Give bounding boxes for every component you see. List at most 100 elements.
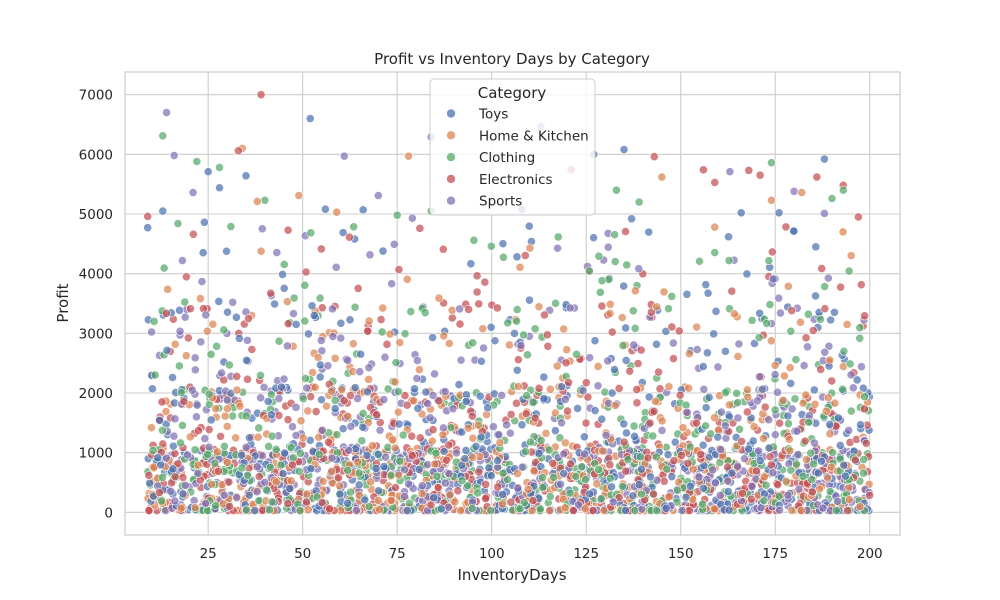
scatter-point (241, 171, 251, 181)
plot-frame (124, 71, 901, 536)
scatter-point (271, 477, 281, 487)
scatter-point (593, 361, 603, 371)
scatter-point (710, 222, 720, 232)
scatter-point (202, 326, 212, 336)
scatter-point (301, 267, 311, 277)
scatter-point (775, 505, 784, 515)
scatter-point (364, 316, 374, 326)
scatter-point (439, 423, 448, 433)
scatter-point (330, 404, 340, 413)
scatter-point (460, 454, 470, 464)
scatter-point (573, 404, 582, 413)
legend-items: Toys Home & Kitchen Clothing Electronics Spo… (446, 107, 589, 210)
scatter-point (317, 346, 327, 356)
scatter-point (232, 493, 242, 503)
scatter-point (534, 383, 544, 393)
scatter-point (833, 496, 842, 506)
scatter-point (178, 489, 188, 499)
scatter-point (672, 485, 682, 495)
scatter-point (802, 455, 811, 464)
scatter-point (789, 226, 799, 236)
scatter-point (627, 214, 636, 224)
scatter-point (823, 273, 833, 283)
scatter-point (629, 340, 639, 350)
scatter-point (781, 222, 791, 232)
scatter-point (810, 399, 820, 409)
scatter-point (256, 246, 266, 256)
scatter-point (395, 338, 405, 347)
scatter-point (825, 355, 835, 365)
scatter-point (288, 422, 297, 432)
scatter-point (709, 329, 719, 339)
scatter-point (855, 323, 865, 333)
scatter-point (315, 372, 325, 382)
scatter-point (332, 430, 342, 440)
scatter-point (844, 426, 854, 435)
scatter-point (314, 450, 324, 459)
scatter-point (543, 341, 553, 351)
scatter-point (466, 259, 476, 269)
scatter-point (364, 502, 374, 512)
scatter-point (539, 372, 549, 382)
scatter-point (203, 450, 213, 459)
scatter-point (286, 443, 296, 453)
scatter-point (846, 370, 856, 380)
scatter-point (335, 489, 345, 499)
scatter-point (377, 327, 387, 337)
scatter-point (343, 498, 352, 508)
scatter-point (467, 411, 477, 421)
scatter-point (286, 476, 296, 486)
scatter-point (349, 222, 359, 232)
scatter-point (190, 503, 200, 513)
scatter-point (250, 506, 260, 515)
scatter-point (610, 400, 620, 410)
scatter-point (289, 309, 298, 318)
scatter-point (291, 320, 301, 329)
scatter-point (561, 358, 571, 368)
scatter-point (630, 431, 639, 441)
scatter-point (827, 376, 837, 386)
scatter-point (783, 490, 793, 500)
scatter-point (818, 503, 828, 513)
scatter-point (190, 365, 200, 375)
scatter-point (744, 444, 754, 454)
scatter-point (199, 217, 209, 227)
scatter-point (498, 499, 507, 509)
scatter-point (812, 172, 822, 182)
scatter-point (345, 315, 355, 325)
scatter-point (825, 420, 835, 429)
scatter-point (484, 463, 494, 473)
scatter-point (809, 459, 819, 469)
scatter-point (859, 455, 869, 464)
scatter-point (513, 382, 523, 391)
scatter-point (304, 329, 313, 339)
scatter-point (394, 265, 404, 274)
scatter-point (581, 378, 591, 388)
scatter-point (179, 397, 189, 406)
scatter-point (412, 374, 422, 383)
scatter-point (280, 448, 289, 458)
scatter-point (216, 431, 225, 441)
scatter-point (724, 505, 734, 515)
scatter-point (699, 483, 708, 493)
scatter-point (649, 489, 658, 499)
scatter-point (395, 456, 405, 466)
scatter-point (193, 469, 203, 478)
scatter-point (461, 446, 471, 455)
scatter-point (298, 433, 308, 443)
scatter-point (196, 294, 205, 303)
scatter-point (254, 472, 264, 481)
scatter-point (538, 483, 548, 493)
scatter-point (300, 316, 310, 326)
scatter-point (523, 350, 532, 360)
scatter-point (670, 437, 680, 447)
points-layer (143, 90, 875, 515)
scatter-point (176, 438, 185, 448)
scatter-point (621, 323, 631, 333)
scatter-point (406, 307, 416, 316)
scatter-point (374, 496, 383, 505)
scatter-point (378, 246, 388, 256)
scatter-point (596, 494, 606, 504)
scatter-point (767, 195, 776, 205)
x-axis-label: InventoryDays (457, 566, 566, 584)
